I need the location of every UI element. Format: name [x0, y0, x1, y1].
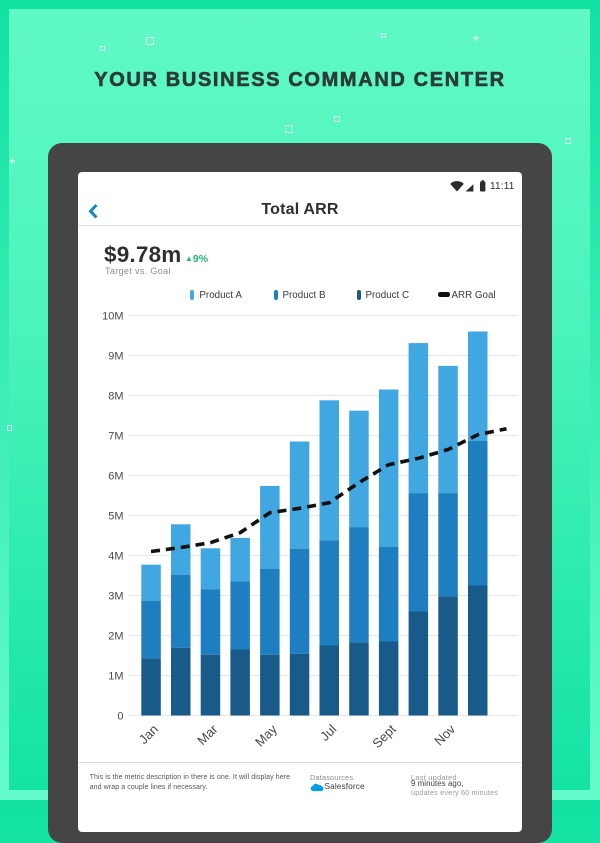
svg-text:Mar: Mar — [194, 721, 221, 748]
svg-text:3M: 3M — [108, 591, 123, 603]
svg-text:4M: 4M — [108, 551, 123, 563]
svg-text:8M: 8M — [108, 391, 123, 403]
svg-text:10M: 10M — [102, 311, 123, 323]
svg-text:Sept: Sept — [369, 721, 399, 751]
svg-text:May: May — [252, 721, 280, 749]
svg-text:2M: 2M — [108, 631, 123, 643]
svg-text:7M: 7M — [108, 431, 123, 443]
svg-text:5M: 5M — [108, 511, 123, 523]
svg-text:Jan: Jan — [136, 722, 161, 747]
svg-text:Jul: Jul — [317, 721, 339, 743]
svg-text:1M: 1M — [108, 671, 123, 683]
svg-text:0: 0 — [117, 711, 123, 723]
svg-text:9M: 9M — [108, 351, 123, 363]
svg-text:6M: 6M — [108, 471, 123, 483]
svg-text:Nov: Nov — [431, 721, 458, 748]
